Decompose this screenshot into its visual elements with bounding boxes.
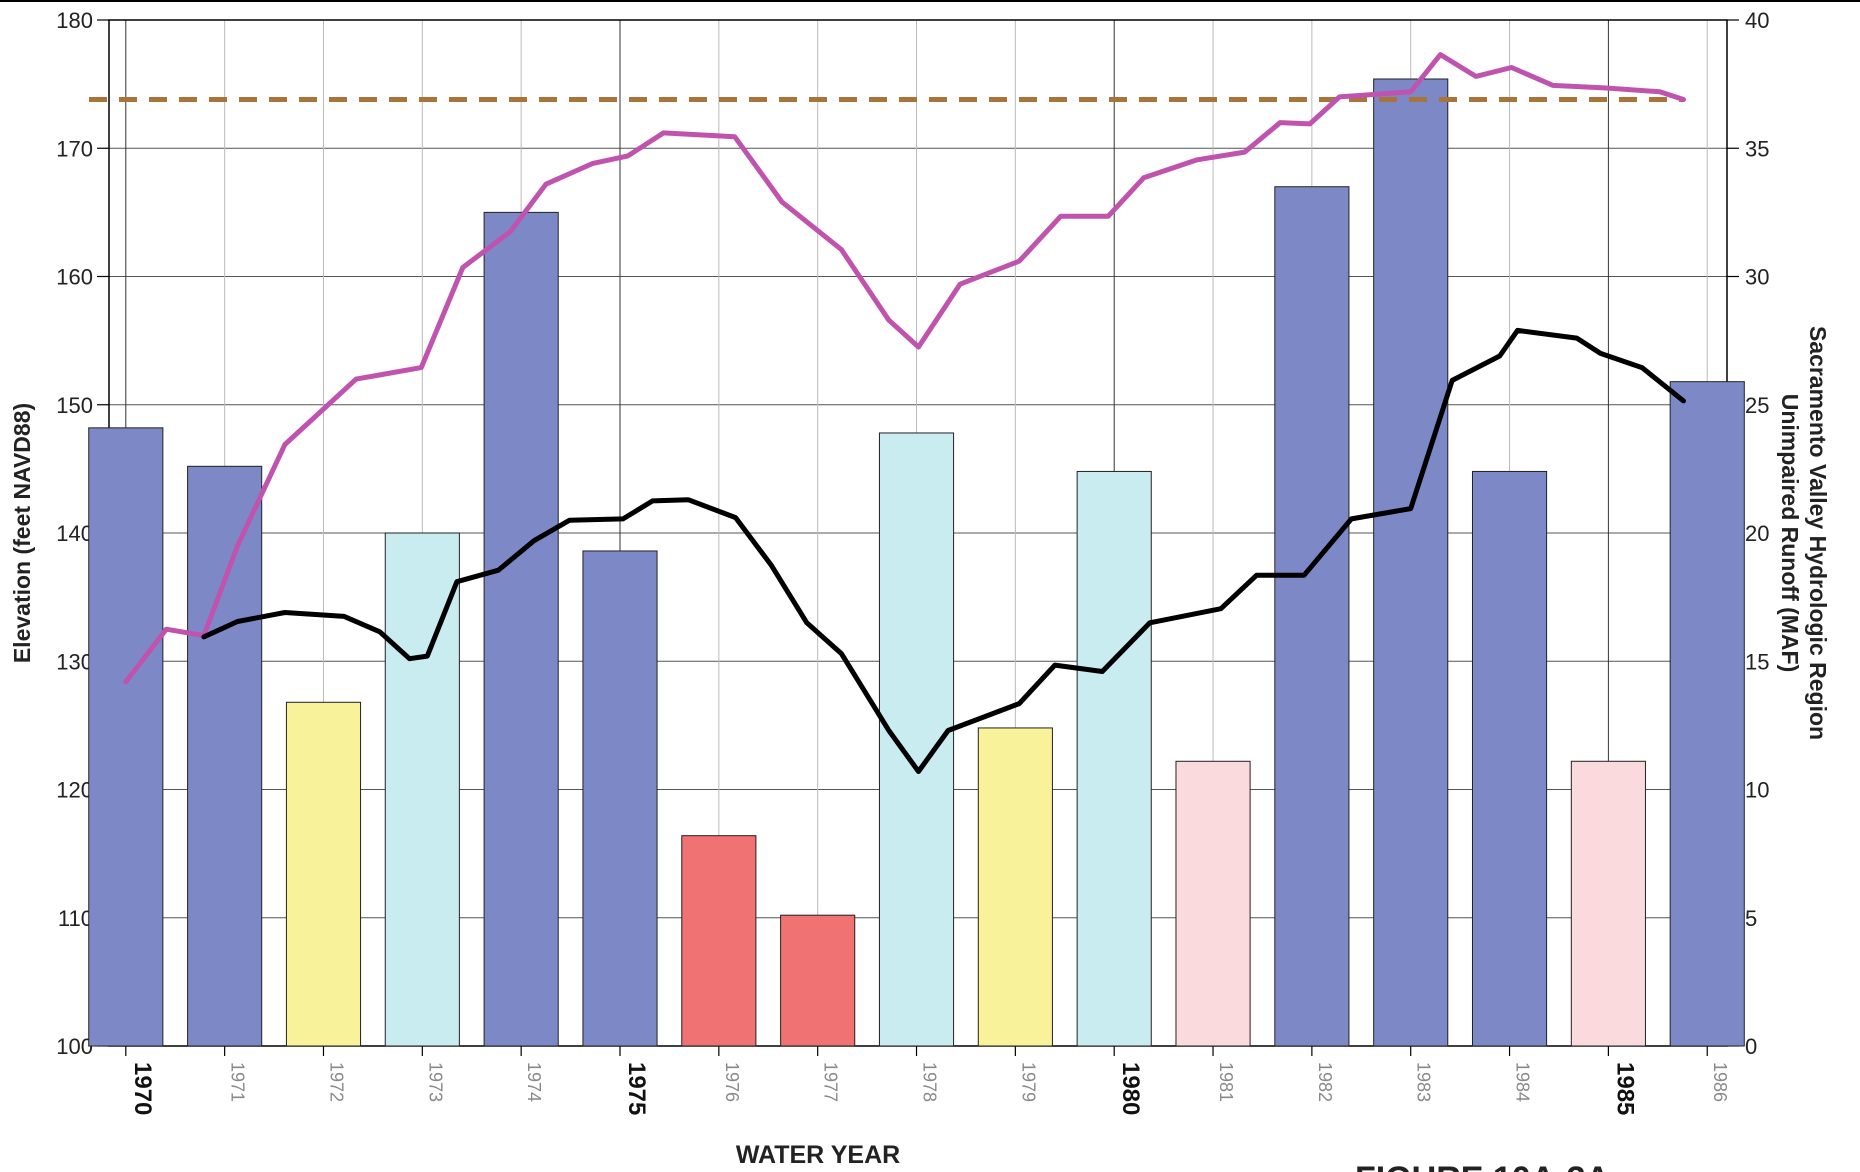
figure-label: FIGURE 10A-3A xyxy=(1355,1160,1610,1172)
y2-tick-label: 15 xyxy=(1745,649,1769,674)
y2-tick-label: 25 xyxy=(1745,393,1769,418)
bar xyxy=(780,914,856,1047)
x-tick-label: 1978 xyxy=(920,1062,940,1102)
y-tick-label: 100 xyxy=(56,1034,93,1059)
y-tick-label: 180 xyxy=(56,8,93,33)
bar xyxy=(1669,381,1745,1047)
y2-tick-label: 20 xyxy=(1745,521,1769,546)
bar xyxy=(1570,760,1646,1047)
x-tick-label: 1983 xyxy=(1414,1062,1434,1102)
y-tick-label: 140 xyxy=(56,521,93,546)
bar xyxy=(1076,470,1152,1047)
x-tick-label: 1973 xyxy=(425,1062,445,1102)
bar xyxy=(1274,186,1350,1047)
line xyxy=(201,327,1686,774)
x-tick-label: 1985 xyxy=(1611,1062,1638,1115)
y-tick-label: 170 xyxy=(56,136,93,161)
y-tick-label: 160 xyxy=(56,265,93,290)
y-tick-label: 130 xyxy=(56,649,93,674)
x-tick-label: 1982 xyxy=(1315,1062,1335,1102)
x-tick-label: 1970 xyxy=(129,1062,156,1115)
bar xyxy=(1373,78,1449,1047)
y2-tick-label: 35 xyxy=(1745,136,1769,161)
y-tick-label: 120 xyxy=(56,778,93,803)
bar xyxy=(187,465,263,1047)
bar xyxy=(1471,470,1548,1047)
y-axis-label: Elevation (feet NAVD88) xyxy=(9,403,35,663)
y2-tick-label: 30 xyxy=(1745,265,1769,290)
bar xyxy=(977,727,1053,1047)
x-tick-label: 1977 xyxy=(821,1062,841,1102)
y2-axis-label: Unimpaired Runoff (MAF) xyxy=(1777,394,1803,673)
x-tick-label: 1981 xyxy=(1216,1062,1236,1102)
bar xyxy=(681,835,757,1047)
bar xyxy=(483,211,559,1047)
y2-tick-label: 10 xyxy=(1745,778,1769,803)
y2-axis-label: Sacramento Valley Hydrologic Region xyxy=(1805,326,1831,740)
x-tick-label: 1972 xyxy=(326,1062,346,1102)
x-tick-label: 1976 xyxy=(722,1062,742,1102)
y-tick-label: 150 xyxy=(56,393,93,418)
x-tick-label: 1980 xyxy=(1117,1062,1144,1115)
x-tick-label: 1975 xyxy=(623,1062,650,1115)
x-tick-label: 1974 xyxy=(524,1062,544,1102)
bar xyxy=(285,701,362,1047)
bar xyxy=(88,427,164,1047)
line xyxy=(123,52,1686,685)
y2-tick-label: 5 xyxy=(1745,906,1757,931)
x-axis-label: WATER YEAR xyxy=(736,1141,900,1169)
x-tick-label: 1971 xyxy=(228,1062,248,1102)
y2-tick-label: 40 xyxy=(1745,8,1769,33)
x-tick-label: 1979 xyxy=(1018,1062,1038,1102)
x-tick-label: 1984 xyxy=(1513,1062,1533,1102)
y-tick-label: 110 xyxy=(58,906,93,931)
bar xyxy=(384,532,460,1047)
bar xyxy=(582,550,658,1047)
x-tick-label: 1986 xyxy=(1710,1062,1730,1102)
bar xyxy=(1175,760,1251,1047)
y2-tick-label: 0 xyxy=(1745,1034,1757,1059)
